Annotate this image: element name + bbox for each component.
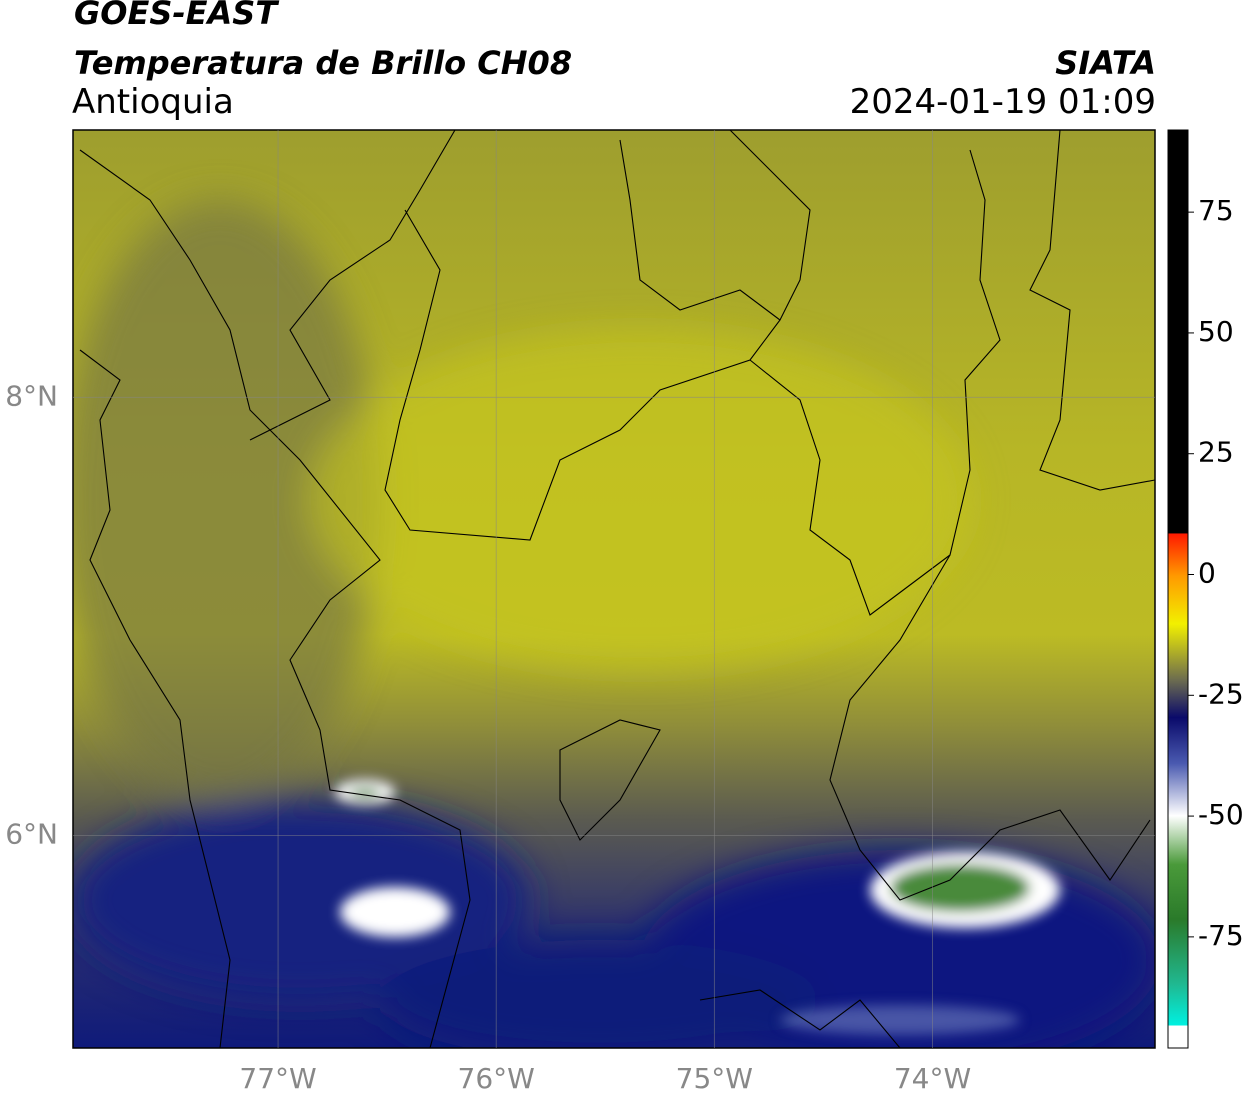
colorbar-tick-label: -75 — [1198, 919, 1244, 952]
lon-tick-label: 76°W — [458, 1062, 535, 1095]
brightness-temperature-field — [73, 130, 1155, 1048]
lon-tick-label: 74°W — [894, 1062, 971, 1095]
lon-tick-label: 75°W — [676, 1062, 753, 1095]
datetime: 2024-01-19 01:09 — [849, 82, 1156, 122]
colorbar — [1167, 129, 1189, 1049]
colorbar-tick-label: -25 — [1198, 677, 1244, 710]
lon-tick-label: 77°W — [239, 1062, 316, 1095]
region: Antioquia — [72, 82, 234, 122]
colorbar-tick-label: 25 — [1198, 436, 1234, 469]
lat-tick-label: 8°N — [5, 379, 58, 412]
agency: SIATA — [1055, 44, 1156, 82]
colorbar-tick-label: -50 — [1198, 798, 1244, 831]
satellite-title: GOES-EAST — [74, 0, 278, 32]
product-title: Temperatura de Brillo CH08 — [74, 44, 573, 82]
colorbar-tick-label: 50 — [1198, 315, 1234, 348]
colorbar-tick-label: 75 — [1198, 194, 1234, 227]
map-frame — [72, 129, 1156, 1049]
lat-tick-label: 6°N — [5, 817, 58, 850]
colorbar-tick-label: 0 — [1198, 557, 1216, 590]
